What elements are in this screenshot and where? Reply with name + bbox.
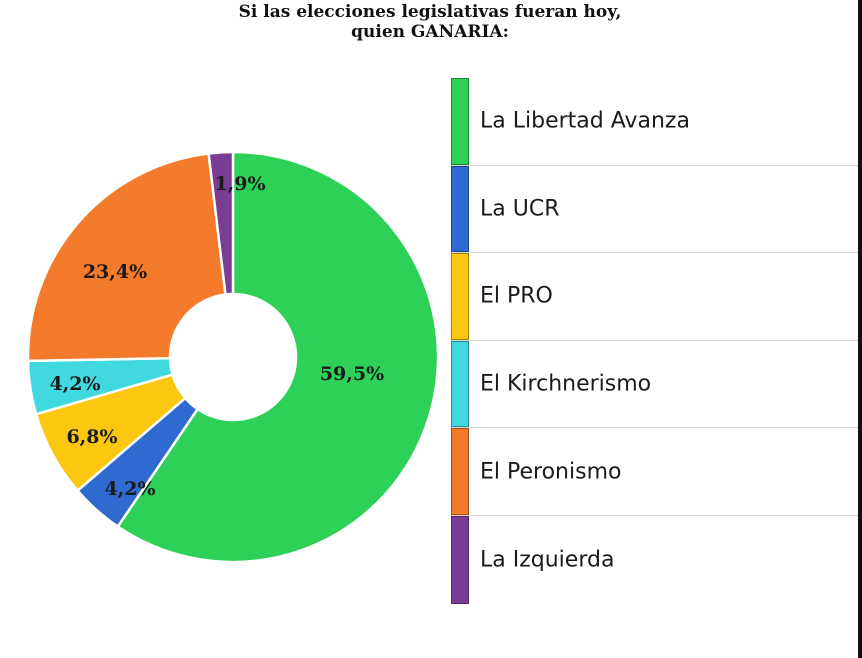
legend: La Libertad Avanza La UCR El PRO El Kirchne… xyxy=(451,78,862,604)
slice-label-la-ucr: 4,2% xyxy=(104,478,155,500)
legend-label-el-kirchnerismo: El Kirchnerismo xyxy=(480,371,652,397)
slice-label-el-kirchnerismo: 4,2% xyxy=(49,373,100,395)
slice-label-el-peronismo: 23,4% xyxy=(83,261,147,283)
slice-label-la-libertad-avanza: 59,5% xyxy=(320,363,384,385)
legend-label-la-ucr: La UCR xyxy=(480,196,560,222)
legend-label-el-peronismo: El Peronismo xyxy=(480,459,622,485)
legend-swatch-la-ucr xyxy=(451,165,469,253)
slice-el-peronismo xyxy=(26,152,227,363)
chart-title: Si las elecciones legislativas fueran ho… xyxy=(150,2,710,42)
window-edge xyxy=(858,0,862,658)
legend-swatch-el-pro xyxy=(451,253,469,340)
legend-item-el-kirchnerismo: El Kirchnerismo xyxy=(451,340,862,429)
legend-label-la-izquierda: La Izquierda xyxy=(480,547,615,573)
legend-label-el-pro: El PRO xyxy=(480,283,553,309)
legend-item-el-pro: El PRO xyxy=(451,253,862,341)
donut-chart: 59,5% 4,2% 6,8% 4,2% 23,4% 1,9% xyxy=(26,150,440,564)
legend-item-la-izquierda: La Izquierda xyxy=(451,515,862,604)
legend-item-la-ucr: La UCR xyxy=(451,165,862,254)
legend-label-la-libertad-avanza: La Libertad Avanza xyxy=(480,108,690,134)
chart-title-line-1: Si las elecciones legislativas fueran ho… xyxy=(238,2,622,22)
legend-swatch-la-izquierda xyxy=(451,515,469,604)
chart-title-line-2: quien GANARIA: xyxy=(351,22,509,42)
slice-label-el-pro: 6,8% xyxy=(66,426,117,448)
slice-la-izquierda xyxy=(207,150,235,296)
slice-la-libertad-avanza xyxy=(116,150,440,564)
legend-swatch-la-libertad-avanza xyxy=(451,78,469,165)
legend-item-la-libertad-avanza: La Libertad Avanza xyxy=(451,78,862,166)
legend-swatch-el-peronismo xyxy=(451,428,469,515)
legend-swatch-el-kirchnerismo xyxy=(451,340,469,428)
slice-label-la-izquierda: 1,9% xyxy=(214,173,265,195)
legend-item-el-peronismo: El Peronismo xyxy=(451,428,862,516)
